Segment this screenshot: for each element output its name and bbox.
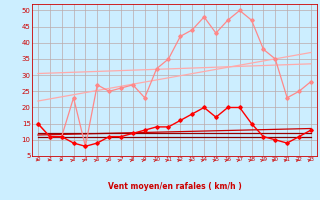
X-axis label: Vent moyen/en rafales ( km/h ): Vent moyen/en rafales ( km/h ) bbox=[108, 182, 241, 191]
